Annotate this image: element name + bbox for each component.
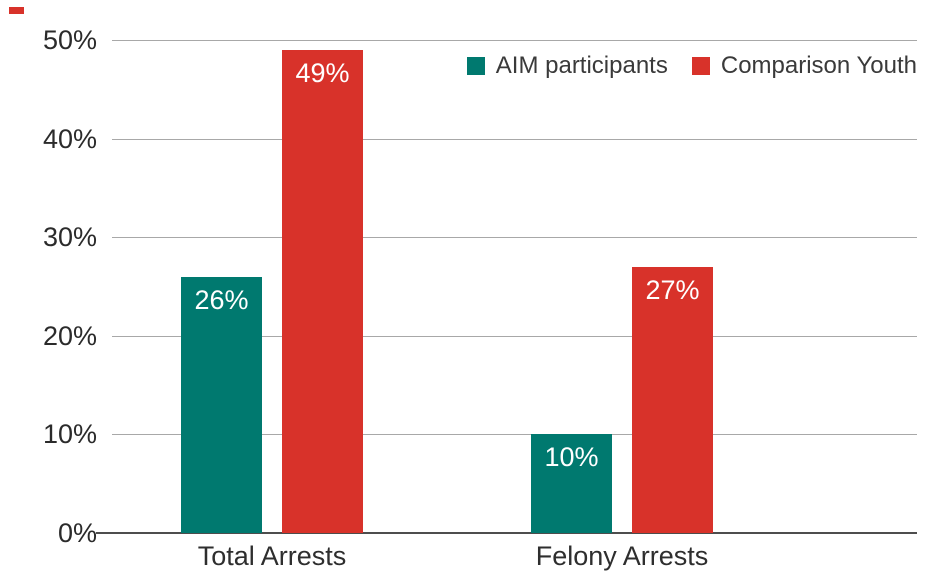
gridline — [112, 139, 917, 140]
bar-aim-participants: 26% — [181, 277, 262, 533]
y-tick-label: 10% — [42, 419, 97, 449]
legend-item-aim-participants: AIM participants — [466, 52, 668, 79]
legend: AIM participants Comparison Youth — [466, 52, 917, 79]
bar-value-label: 10% — [544, 442, 599, 472]
bar-aim-participants: 10% — [531, 434, 612, 533]
legend-label: Comparison Youth — [720, 52, 917, 79]
gridline — [112, 336, 917, 337]
gridline — [112, 40, 917, 41]
x-category-label: Total Arrests — [197, 541, 347, 571]
bar-value-label: 49% — [295, 58, 350, 88]
legend-item-comparison-youth: Comparison Youth — [691, 52, 917, 79]
y-tick-label: 50% — [42, 25, 97, 55]
y-tick-label: 20% — [42, 321, 97, 351]
bar-value-label: 26% — [194, 285, 249, 315]
x-category-label: Felony Arrests — [535, 541, 709, 571]
gridline — [112, 237, 917, 238]
red-dash-decoration — [9, 7, 24, 14]
legend-label: AIM participants — [495, 52, 668, 79]
y-tick-label: 40% — [42, 124, 97, 154]
x-axis-line — [96, 532, 917, 534]
legend-swatch-teal-icon — [466, 57, 485, 75]
legend-swatch-red-icon — [691, 57, 710, 75]
y-tick-label: 0% — [57, 518, 97, 548]
bar-comparison-youth: 49% — [282, 50, 363, 533]
gridline — [112, 434, 917, 435]
y-tick-label: 30% — [42, 222, 97, 252]
bar-value-label: 27% — [645, 275, 700, 305]
bar-comparison-youth: 27% — [632, 267, 713, 533]
